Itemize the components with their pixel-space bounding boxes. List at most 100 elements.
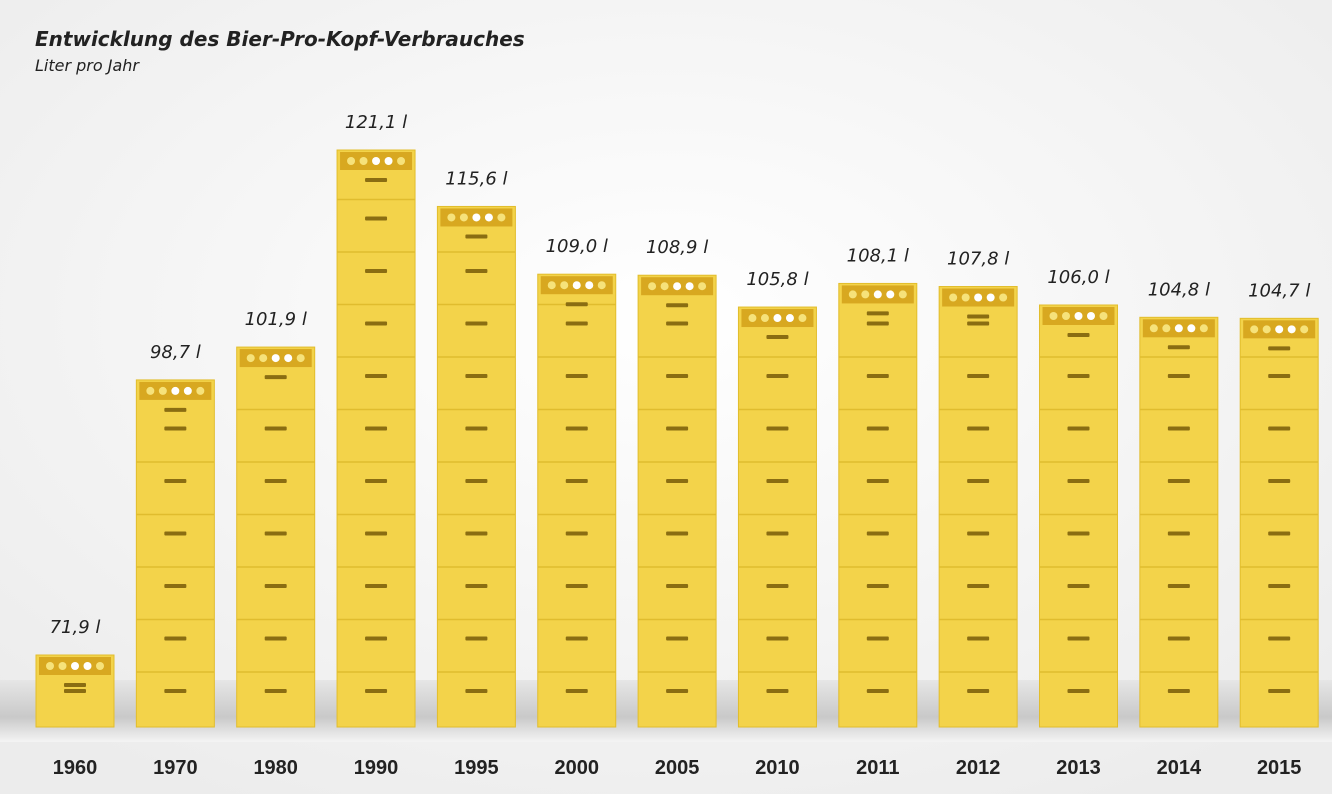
- crate-logo: [866, 584, 889, 588]
- crate-logo: [64, 683, 86, 687]
- x-tick-label: 2000: [555, 757, 600, 779]
- bottle-cap: [773, 314, 782, 323]
- crate-logo: [666, 374, 689, 378]
- crate-logo: [1268, 636, 1291, 641]
- bottle-cap: [347, 157, 356, 165]
- crate-logo: [365, 584, 388, 588]
- crate-logo: [967, 426, 990, 431]
- bottle-cap: [359, 157, 368, 165]
- crate-logo: [967, 314, 990, 319]
- bottle-cap: [785, 314, 794, 323]
- crate-logo: [1268, 689, 1291, 693]
- bottle-cap: [1300, 325, 1309, 334]
- bottle-cap: [760, 314, 769, 323]
- crate-logo: [967, 374, 990, 378]
- value-label: 106,0 l: [1047, 267, 1109, 288]
- crate-logo: [264, 531, 287, 536]
- crate-logo: [264, 689, 287, 693]
- crate-logo: [1268, 374, 1291, 378]
- crate-logo: [1167, 479, 1190, 483]
- bottle-cap: [748, 314, 757, 323]
- bottle-cap: [447, 213, 456, 222]
- crate-logo: [1067, 531, 1090, 536]
- crate-logo: [264, 584, 287, 588]
- bottle-cap: [986, 293, 995, 302]
- bottle-cap: [1275, 325, 1284, 334]
- crate-logo: [1067, 374, 1090, 378]
- crate-logo: [465, 531, 488, 536]
- bottle-cap: [397, 157, 406, 165]
- crate-logo: [666, 426, 689, 431]
- crate-logo: [1167, 374, 1190, 378]
- x-tick-label: 2010: [755, 757, 800, 779]
- value-label: 115,6 l: [445, 168, 507, 189]
- crate-logo: [866, 321, 889, 326]
- bottle-cap: [999, 293, 1008, 302]
- crate-logo: [666, 479, 689, 483]
- crate-logo: [365, 321, 388, 326]
- crate-logo: [1268, 346, 1291, 351]
- value-label: 108,1 l: [847, 245, 909, 266]
- x-tick-label: 2015: [1257, 757, 1302, 779]
- bottle-cap: [861, 290, 870, 299]
- x-tick-label: 2012: [956, 757, 1001, 779]
- bar: [1039, 304, 1118, 728]
- bottle-cap: [246, 354, 255, 363]
- bottle-cap: [547, 281, 556, 290]
- bottle-cap: [898, 290, 907, 299]
- bottle-cap: [296, 354, 305, 363]
- bottle-cap: [1187, 324, 1196, 333]
- crate-logo: [1067, 426, 1090, 431]
- bar: [737, 306, 817, 728]
- crate-logo: [967, 531, 990, 536]
- crate-logo: [1067, 636, 1090, 641]
- x-tick-label: 2005: [655, 757, 700, 779]
- crate-logo: [1268, 426, 1291, 431]
- crate-logo: [967, 584, 990, 588]
- bottle-cap: [685, 282, 694, 291]
- chart-title: Entwicklung des Bier-Pro-Kopf-Verbrauche…: [35, 27, 525, 51]
- crate-logo: [365, 178, 388, 182]
- crate-logo: [666, 584, 689, 588]
- bottle-cap: [673, 282, 682, 291]
- bottle-cap: [585, 281, 594, 290]
- crate-logo: [264, 375, 287, 380]
- bottle-cap: [974, 293, 983, 302]
- crate-logo: [164, 479, 187, 483]
- bottle-cap: [183, 386, 192, 395]
- bar: [1239, 317, 1319, 728]
- bottle-cap: [1074, 311, 1083, 320]
- bottle-cap: [1162, 324, 1171, 333]
- crate-logo: [766, 636, 789, 641]
- crate-logo: [1167, 689, 1190, 693]
- crate-logo: [465, 374, 488, 378]
- crate-logo: [264, 636, 287, 641]
- crate-logo: [164, 689, 187, 693]
- bottle-cap: [271, 354, 280, 363]
- crate-logo: [264, 479, 287, 483]
- bottle-cap: [171, 386, 180, 395]
- crate-logo: [465, 479, 488, 483]
- crate-logo: [365, 216, 388, 221]
- bottle-cap: [459, 213, 468, 222]
- crate-logo: [766, 689, 789, 693]
- crate-logo: [565, 531, 588, 536]
- crate-logo: [1268, 584, 1291, 588]
- value-label: 121,1 l: [345, 112, 407, 133]
- crate-logo: [365, 531, 388, 536]
- x-tick-label: 1970: [153, 757, 198, 779]
- crate-logo: [565, 479, 588, 483]
- crate-logo: [866, 426, 889, 431]
- bottle-cap: [648, 282, 657, 291]
- crate-logo: [866, 689, 889, 693]
- bottle-cap: [961, 293, 970, 302]
- bottle-cap: [259, 354, 268, 363]
- crate-logo: [766, 335, 789, 340]
- crate-logo: [465, 636, 488, 641]
- bottle-cap: [83, 662, 92, 670]
- crate-logo: [164, 531, 187, 536]
- x-tick-label: 2014: [1157, 757, 1202, 779]
- bottle-cap: [949, 293, 958, 302]
- crate-logo: [666, 303, 689, 308]
